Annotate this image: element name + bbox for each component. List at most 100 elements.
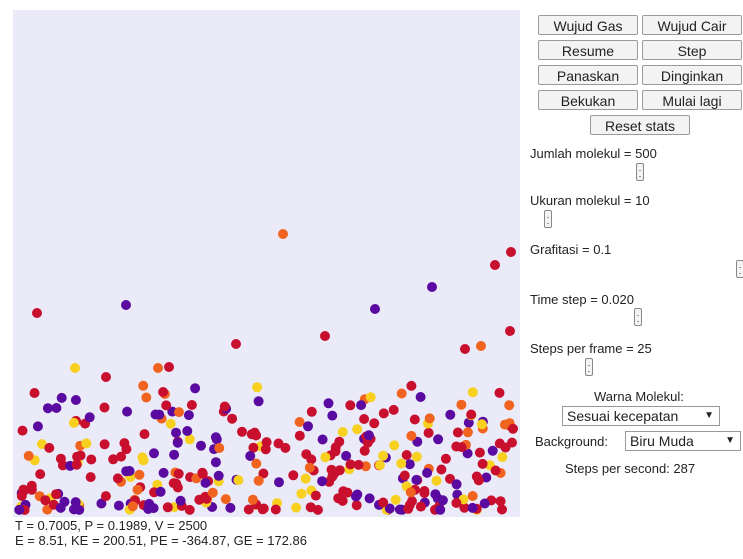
molecule	[356, 400, 367, 411]
molecule	[312, 504, 323, 515]
molecule	[477, 458, 488, 469]
molecule	[70, 363, 80, 373]
molecule	[237, 426, 247, 437]
step-button[interactable]: Step	[642, 40, 742, 60]
molecule	[466, 409, 477, 420]
molecule	[55, 502, 66, 513]
steps-per-second: Steps per second: 287	[565, 461, 696, 476]
molecule	[141, 392, 152, 403]
molecules-layer	[14, 229, 518, 515]
molecule	[399, 470, 410, 481]
molecule	[99, 439, 110, 450]
molecule	[467, 491, 478, 501]
molecule	[337, 427, 348, 437]
gravity-slider[interactable]	[736, 260, 743, 278]
molecule	[406, 430, 417, 441]
molecule-size-slider[interactable]	[544, 210, 552, 228]
gravity-label: Grafitasi = 0.1	[530, 242, 612, 257]
molecule	[490, 260, 500, 270]
molecule	[487, 445, 498, 456]
molecule	[96, 498, 107, 509]
background-select[interactable]: Biru Muda ▼	[625, 431, 741, 451]
molecule	[248, 442, 259, 453]
molecule	[85, 472, 96, 483]
molecule	[18, 486, 29, 496]
molecule	[500, 442, 511, 453]
molecule	[86, 454, 97, 465]
reset-stats-button[interactable]: Reset stats	[590, 115, 690, 135]
steps-per-frame-slider[interactable]	[585, 358, 593, 376]
molecule	[320, 331, 330, 341]
molecule	[17, 425, 28, 436]
molecule	[116, 451, 127, 462]
heat-button[interactable]: Panaskan	[538, 65, 638, 85]
molecule	[411, 451, 422, 462]
molecule	[300, 473, 311, 484]
molecule	[210, 432, 221, 443]
molecule	[155, 486, 166, 497]
molecule-count-slider[interactable]	[636, 163, 644, 181]
molecule	[341, 450, 352, 461]
molecule	[401, 450, 412, 460]
molecule	[437, 495, 448, 506]
molecule	[150, 409, 161, 420]
freeze-button[interactable]: Bekukan	[538, 90, 638, 110]
molecule	[294, 417, 305, 427]
molecule	[213, 470, 224, 481]
timestep-slider[interactable]	[634, 308, 642, 326]
molecule	[207, 487, 218, 498]
molecule	[197, 468, 208, 479]
molecule	[467, 502, 478, 513]
molecule	[317, 476, 328, 487]
molecule	[270, 504, 281, 515]
energy-readout: E = 8.51, KE = 200.51, PE = -364.87, GE …	[15, 533, 307, 548]
molecule	[274, 477, 284, 488]
molecule	[243, 504, 254, 515]
molecule	[317, 434, 328, 445]
liquid-state-button[interactable]: Wujud Cair	[642, 15, 742, 35]
cool-button[interactable]: Dinginkan	[642, 65, 742, 85]
molecule	[251, 430, 262, 441]
molecule	[320, 452, 331, 463]
molecule	[390, 494, 401, 505]
restart-button[interactable]: Mulai lagi	[642, 90, 742, 110]
molecule	[51, 403, 62, 413]
molecule	[351, 500, 362, 511]
gas-state-button[interactable]: Wujud Gas	[538, 15, 638, 35]
molecule	[273, 438, 284, 449]
molecule	[127, 501, 138, 512]
molecule	[81, 438, 92, 449]
simulation-canvas[interactable]	[13, 10, 520, 517]
molecule	[506, 247, 516, 257]
molecule	[138, 455, 149, 466]
molecule	[183, 410, 194, 421]
molecule	[162, 502, 173, 513]
resume-button[interactable]: Resume	[538, 40, 638, 60]
molecule	[495, 496, 506, 507]
molecule	[294, 430, 305, 441]
molecule	[352, 424, 363, 435]
molecule	[479, 498, 490, 509]
molecule	[253, 475, 264, 486]
molecule	[504, 400, 515, 411]
molecule	[456, 399, 467, 410]
molecule	[40, 495, 51, 506]
molecule	[363, 430, 374, 441]
color-mode-value: Sesuai kecepatan	[567, 408, 679, 424]
molecule	[101, 372, 111, 382]
molecule	[436, 464, 447, 475]
molecule	[351, 491, 361, 502]
molecule	[378, 497, 389, 508]
molecule	[433, 434, 444, 445]
molecule	[253, 396, 264, 407]
molecule	[409, 414, 420, 425]
molecule	[132, 484, 143, 495]
molecule	[396, 458, 407, 469]
molecule	[174, 407, 184, 418]
molecule	[288, 470, 299, 481]
color-mode-select[interactable]: Sesuai kecepatan ▼	[562, 406, 720, 426]
molecule	[415, 392, 426, 402]
molecule	[182, 426, 193, 436]
molecule	[505, 326, 515, 336]
molecule	[396, 388, 407, 399]
